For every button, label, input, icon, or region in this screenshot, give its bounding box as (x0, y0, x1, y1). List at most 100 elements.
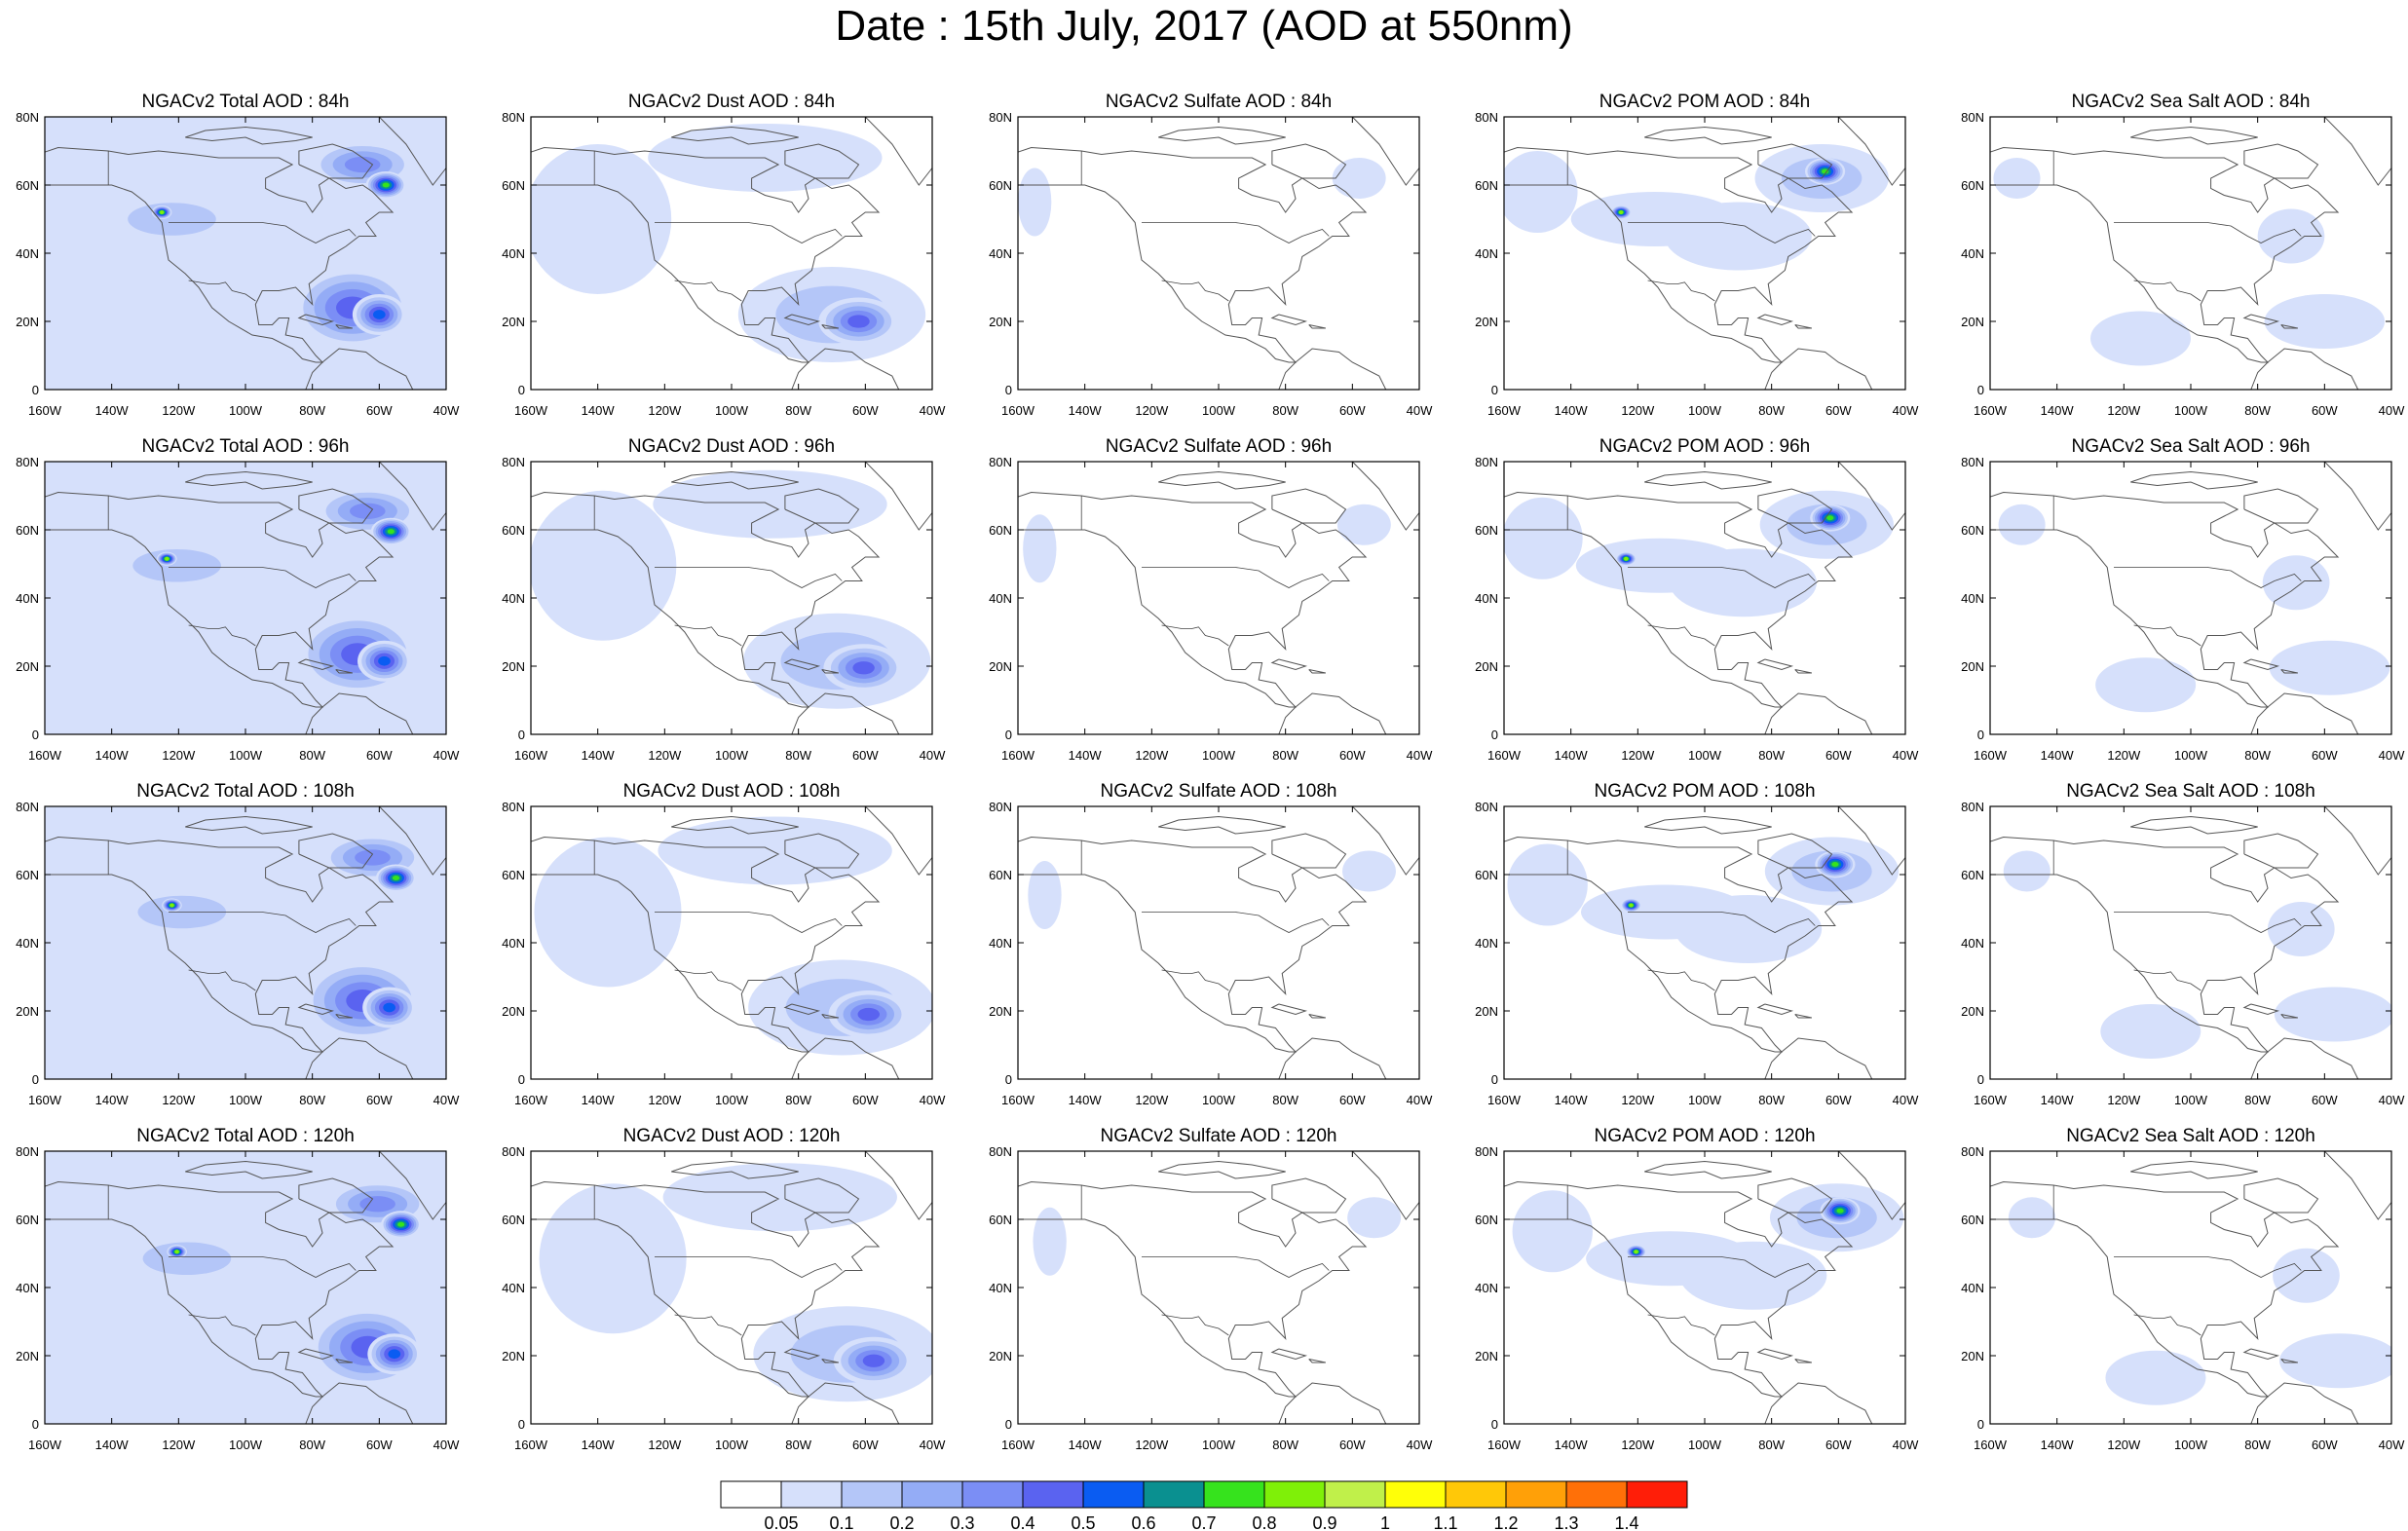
aod-contour (1674, 895, 1823, 963)
map-panel: NGACv2 POM AOD : 108h 160W 140W 120W 100W 80W… (1475, 781, 1919, 1107)
lat-tick-label: 0 (1491, 383, 1498, 397)
lon-tick-label: 120W (162, 403, 196, 418)
coastline (335, 1359, 353, 1363)
coastline (2243, 833, 2319, 869)
aod-contour (132, 548, 221, 582)
lon-tick-label: 80W (1758, 403, 1785, 418)
lat-tick-label: 0 (1977, 1417, 1984, 1432)
lon-tick-label: 160W (28, 403, 62, 418)
map-panel: NGACv2 Sea Salt AOD : 120h 160W 140W 120W 10… (1961, 1126, 2405, 1452)
aod-contour (2095, 657, 2197, 713)
aod-contour (2100, 1004, 2201, 1059)
lon-tick-label: 140W (1069, 1438, 1103, 1452)
aod-field (1018, 806, 1419, 1079)
map-panel: NGACv2 POM AOD : 120h 160W 140W 120W 100W 80W… (1475, 1126, 1919, 1452)
lon-tick-label: 80W (785, 403, 811, 418)
coastline (1308, 324, 1326, 329)
lon-tick-label: 40W (2379, 403, 2405, 418)
colorbar-label: 0.7 (1191, 1513, 1216, 1531)
lon-tick-label: 140W (582, 403, 616, 418)
lon-tick-label: 140W (2041, 403, 2075, 418)
panel-title: NGACv2 Sea Salt AOD : 96h (2071, 436, 2310, 457)
colorbar-swatch (901, 1480, 963, 1509)
aod-contour (2257, 208, 2325, 264)
colorbar-swatch (1203, 1480, 1265, 1509)
coastline (185, 470, 313, 490)
coastline (821, 324, 839, 329)
lon-tick-label: 100W (1202, 1093, 1236, 1107)
lon-tick-label: 160W (1487, 403, 1522, 418)
lon-tick-label: 120W (1621, 748, 1655, 763)
aod-contour (350, 503, 386, 519)
lon-tick-label: 140W (582, 1093, 616, 1107)
aod-contour (1018, 168, 1052, 237)
coastline (2250, 692, 2359, 734)
lat-tick-label: 20N (16, 1004, 39, 1019)
map-panel: NGACv2 Sea Salt AOD : 84h 160W 140W 120W 100… (1961, 92, 2405, 418)
coastline (1271, 143, 1347, 179)
panel-title: NGACv2 POM AOD : 84h (1599, 92, 1810, 112)
panel-title: NGACv2 Total AOD : 96h (142, 436, 350, 457)
lat-tick-label: 0 (518, 728, 525, 742)
country-border (2114, 567, 2302, 588)
coastline (2243, 1177, 2319, 1214)
lon-tick-label: 160W (514, 403, 548, 418)
lon-tick-label: 160W (28, 748, 62, 763)
country-border (169, 567, 357, 588)
lon-tick-label: 40W (433, 403, 460, 418)
coastline (2242, 1348, 2280, 1361)
country-border (2133, 1314, 2201, 1336)
country-border (674, 624, 742, 647)
coastline (1757, 488, 1833, 524)
lon-tick-label: 60W (1339, 1438, 1366, 1452)
colorbar-label: 0.3 (950, 1513, 974, 1531)
aod-contour (852, 661, 875, 675)
aod-contour (1993, 158, 2041, 199)
lat-tick-label: 40N (16, 246, 39, 261)
lat-tick-label: 20N (502, 1004, 525, 1019)
map-panel: NGACv2 Total AOD : 84h 160W 140W 120W 100W 80… (16, 92, 460, 418)
coastline (45, 146, 395, 363)
lat-tick-label: 20N (1475, 1004, 1498, 1019)
coastline (185, 815, 313, 835)
coastline (1308, 1014, 1326, 1019)
lon-tick-label: 60W (1339, 1093, 1366, 1107)
lon-tick-label: 160W (1487, 1438, 1522, 1452)
aod-contour (1634, 1250, 1638, 1254)
coastline (1644, 1160, 1772, 1179)
aod-contour (382, 182, 390, 188)
aod-field (1018, 462, 1419, 734)
lat-tick-label: 40N (16, 591, 39, 606)
colorbar-label: 0.2 (889, 1513, 914, 1531)
country-border (1161, 624, 1229, 647)
coastline (1018, 836, 1368, 1053)
coastline (378, 117, 446, 186)
coastline (297, 1003, 335, 1016)
aod-field (531, 1151, 932, 1424)
lon-tick-label: 60W (852, 1093, 879, 1107)
coastline (305, 1037, 414, 1079)
aod-background (1018, 806, 1419, 1079)
aod-contour (847, 315, 870, 328)
lon-tick-label: 60W (852, 403, 879, 418)
colorbar-label: 0.1 (829, 1513, 853, 1531)
map-panel: NGACv2 POM AOD : 84h 160W 140W 120W 100W 80W 6… (1475, 92, 1919, 418)
coastline (1270, 1003, 1308, 1016)
aod-contour (1836, 1208, 1844, 1214)
panel-title: NGACv2 Sulfate AOD : 120h (1101, 1126, 1337, 1146)
lat-tick-label: 40N (1961, 936, 1984, 951)
country-border (2133, 280, 2201, 302)
panel-title: NGACv2 Sulfate AOD : 84h (1106, 92, 1332, 112)
colorbar-swatch (841, 1480, 903, 1509)
lat-tick-label: 80N (16, 455, 39, 469)
coastline (2280, 324, 2298, 329)
coastline (1278, 692, 1387, 734)
panel-title: NGACv2 Sea Salt AOD : 120h (2066, 1126, 2315, 1146)
aod-contour (1669, 548, 1818, 617)
lat-tick-label: 40N (989, 1281, 1012, 1295)
lat-tick-label: 0 (518, 383, 525, 397)
lon-tick-label: 100W (715, 748, 749, 763)
lon-tick-label: 160W (1001, 1438, 1035, 1452)
aod-contour (1028, 861, 1062, 929)
country-border (169, 222, 357, 243)
